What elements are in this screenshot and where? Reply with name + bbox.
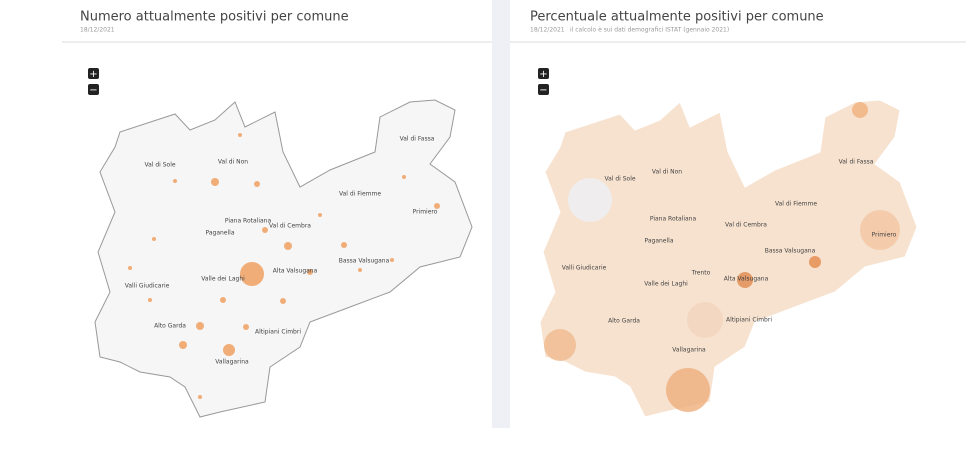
shaded-zone — [809, 256, 821, 268]
area-label: Valle dei Laghi — [201, 276, 245, 283]
area-label: Val di Non — [652, 169, 682, 176]
area-label: Bassa Valsugana — [339, 258, 390, 265]
area-label: Piana Rotaliana — [225, 218, 272, 225]
area-label: Bassa Valsugana — [765, 248, 816, 255]
zoom-out-button[interactable] — [88, 84, 99, 95]
bubble — [223, 344, 235, 356]
area-label: Valli Giudicarie — [562, 265, 607, 272]
bubble — [262, 227, 268, 233]
area-label: Alto Garda — [608, 318, 640, 325]
maps: Val di Fassa Val di Sole Val di Non Val di … — [88, 68, 918, 418]
bubble — [128, 266, 132, 270]
shaded-zone — [852, 102, 868, 118]
area-label: Piana Rotaliana — [650, 216, 697, 223]
map-area — [94, 99, 473, 418]
zoom-out-icon[interactable]: − — [89, 85, 97, 96]
date: 18/12/2021 — [530, 27, 565, 34]
area-label: Val di Fiemme — [775, 201, 817, 208]
shaded-zone — [666, 368, 710, 412]
bubble — [254, 181, 260, 187]
zoom-in-icon[interactable]: + — [89, 69, 97, 80]
bubble — [318, 213, 322, 217]
area-label: Paganella — [644, 238, 673, 245]
area-label: Alto Garda — [154, 323, 186, 330]
map-area — [539, 99, 918, 418]
bubble — [238, 133, 242, 137]
area-label: Val di Cembra — [269, 223, 311, 230]
bubble — [240, 262, 264, 286]
bubble — [307, 269, 313, 275]
area-label: Val di Fassa — [839, 159, 874, 166]
area-label: Val di Sole — [144, 162, 175, 169]
note: il calcolo è sui dati demografici ISTAT … — [570, 27, 729, 34]
bubble — [148, 298, 152, 302]
bubble — [280, 298, 286, 304]
bubble — [284, 242, 292, 250]
shaded-zone — [860, 210, 900, 250]
bubble — [179, 341, 187, 349]
bubble — [390, 258, 394, 262]
area-label: Primiero — [413, 209, 438, 216]
bubble — [220, 297, 226, 303]
divider — [492, 0, 510, 428]
area-label: Vallagarina — [215, 359, 249, 366]
area-label: Trento — [691, 270, 711, 277]
zoom-out-button[interactable] — [538, 84, 549, 95]
zoom-in-icon[interactable]: + — [539, 69, 547, 80]
zoom-out-icon[interactable]: − — [539, 85, 547, 96]
zoom-in-button[interactable] — [538, 68, 549, 79]
bubble — [196, 322, 204, 330]
area-label: Altipiani Cimbri — [255, 329, 301, 336]
shaded-zone — [568, 178, 612, 222]
bubble — [198, 395, 202, 399]
bubble — [341, 242, 347, 248]
area-label: Primiero — [872, 232, 897, 239]
area-label: Val di Sole — [604, 176, 635, 183]
area-label: Paganella — [205, 230, 234, 237]
area-label: Val di Fassa — [400, 136, 435, 143]
shaded-zone — [737, 272, 753, 288]
area-label: Altipiani Cimbri — [726, 317, 772, 324]
area-label: Val di Cembra — [725, 222, 767, 229]
zoom-in-button[interactable] — [88, 68, 99, 79]
shaded-zone — [544, 329, 576, 361]
area-label: Alta Valsugana — [273, 268, 318, 275]
panel-title: Percentuale attualmente positivi per com… — [530, 10, 824, 25]
area-label: Val di Non — [218, 159, 248, 166]
date: 18/12/2021 — [80, 27, 115, 34]
area-label: Valle dei Laghi — [644, 281, 688, 288]
area-label: Valli Giudicarie — [125, 283, 170, 290]
area-label: Alta Valsugana — [724, 276, 769, 283]
area-label: Vallagarina — [672, 347, 706, 354]
area-label: Val di Fiemme — [339, 191, 381, 198]
bubble — [434, 203, 440, 209]
bubble — [211, 178, 219, 186]
bubble — [152, 237, 156, 241]
bubble — [358, 268, 362, 272]
bubble — [402, 175, 406, 179]
bubble — [173, 179, 177, 183]
panel-title: Numero attualmente positivi per comune — [80, 10, 349, 25]
bubble — [243, 324, 249, 330]
shaded-zone — [687, 302, 723, 338]
